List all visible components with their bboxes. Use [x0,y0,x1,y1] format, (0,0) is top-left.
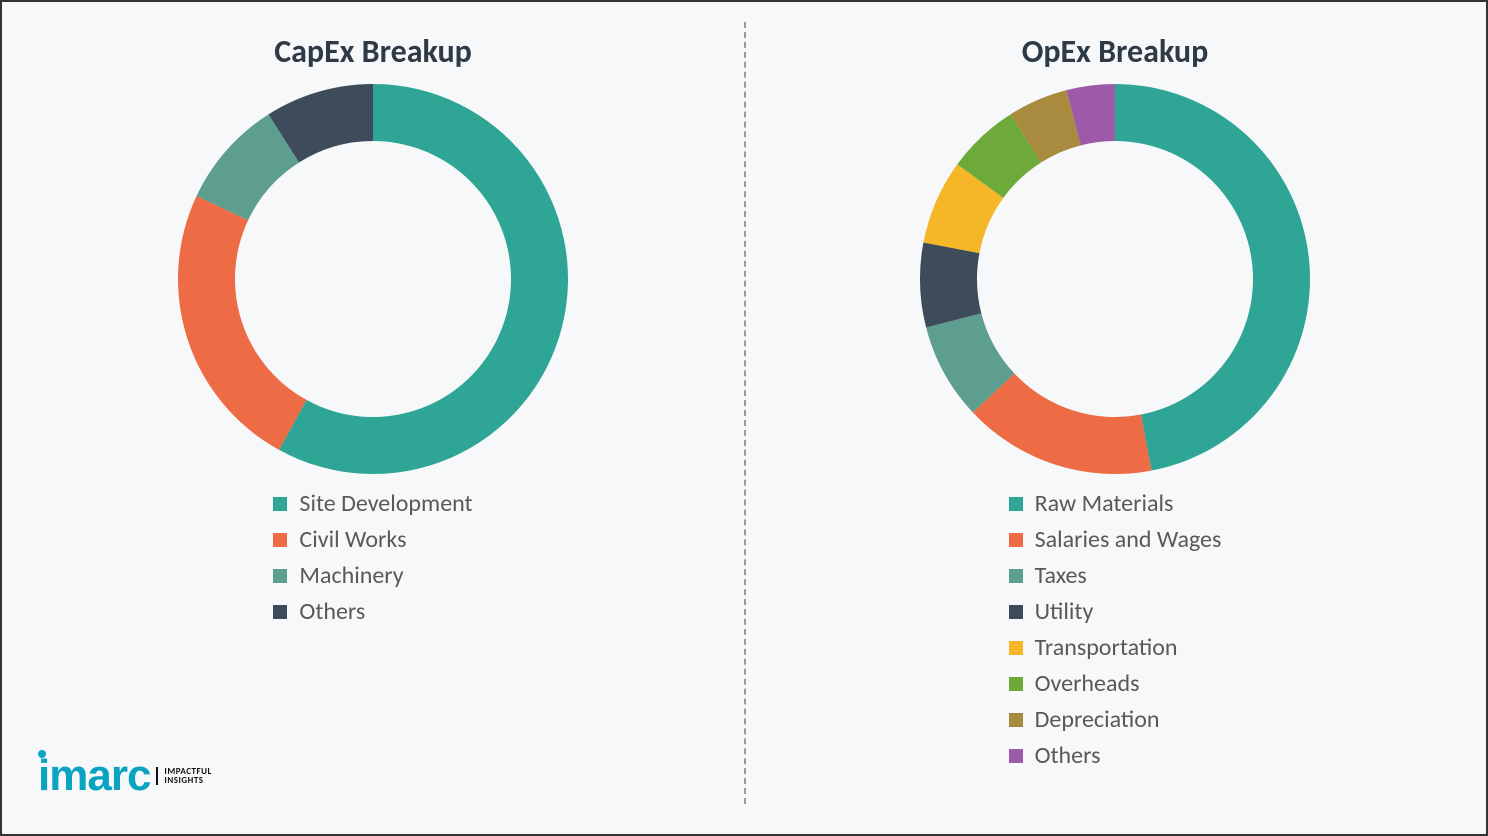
opex-panel: OpEx Breakup Raw Materials Salaries and W… [744,2,1486,834]
opex-legend-swatch-5 [1009,677,1023,691]
logo-tagline: IMPACTFUL INSIGHTS [156,767,211,786]
opex-legend-swatch-1 [1009,533,1023,547]
opex-legend-item-6: Depreciation [1009,705,1222,735]
opex-legend-swatch-6 [1009,713,1023,727]
capex-donut-holder [2,79,744,479]
capex-legend-label-2: Machinery [299,561,403,591]
capex-panel: CapEx Breakup Site Development Civil Work… [2,2,744,834]
capex-legend-swatch-3 [273,605,287,619]
capex-slice-1 [178,196,307,450]
capex-legend: Site Development Civil Works Machinery Othe… [273,489,472,627]
capex-legend-item-1: Civil Works [273,525,472,555]
opex-legend-label-1: Salaries and Wages [1035,525,1222,555]
opex-legend-label-2: Taxes [1035,561,1087,591]
opex-donut-chart [915,79,1315,479]
capex-legend-swatch-1 [273,533,287,547]
opex-legend-item-7: Others [1009,741,1222,771]
capex-legend-label-3: Others [299,597,365,627]
opex-legend-swatch-4 [1009,641,1023,655]
logo-tagline-line2: INSIGHTS [164,775,203,786]
opex-legend-item-1: Salaries and Wages [1009,525,1222,555]
logo-dot-icon [38,750,46,758]
capex-legend-label-0: Site Development [299,489,472,519]
opex-legend-label-7: Others [1035,741,1101,771]
vertical-divider [744,22,746,804]
capex-legend-item-0: Site Development [273,489,472,519]
opex-legend-label-0: Raw Materials [1035,489,1174,519]
opex-legend-item-3: Utility [1009,597,1222,627]
opex-title: OpEx Breakup [744,32,1486,71]
opex-legend: Raw Materials Salaries and Wages Taxes Util… [1009,489,1222,771]
capex-legend-item-3: Others [273,597,472,627]
opex-legend-swatch-3 [1009,605,1023,619]
capex-title: CapEx Breakup [2,32,744,71]
brand-logo: imarc IMPACTFUL INSIGHTS [38,754,212,798]
opex-legend-item-2: Taxes [1009,561,1222,591]
capex-legend-item-2: Machinery [273,561,472,591]
opex-legend-item-0: Raw Materials [1009,489,1222,519]
opex-slice-0 [1115,84,1310,471]
capex-legend-swatch-0 [273,497,287,511]
panels: CapEx Breakup Site Development Civil Work… [2,2,1486,834]
opex-donut-holder [744,79,1486,479]
capex-legend-label-1: Civil Works [299,525,406,555]
opex-slice-3 [920,242,981,327]
opex-legend-label-3: Utility [1035,597,1094,627]
opex-legend-swatch-7 [1009,749,1023,763]
opex-legend-swatch-2 [1009,569,1023,583]
capex-donut-chart [173,79,573,479]
opex-slice-1 [973,373,1152,474]
opex-legend-label-5: Overheads [1035,669,1140,699]
opex-legend-item-4: Transportation [1009,633,1222,663]
opex-legend-label-6: Depreciation [1035,705,1160,735]
logo-word: imarc [38,751,150,800]
capex-legend-swatch-2 [273,569,287,583]
opex-legend-swatch-0 [1009,497,1023,511]
opex-legend-label-4: Transportation [1035,633,1178,663]
opex-legend-item-5: Overheads [1009,669,1222,699]
